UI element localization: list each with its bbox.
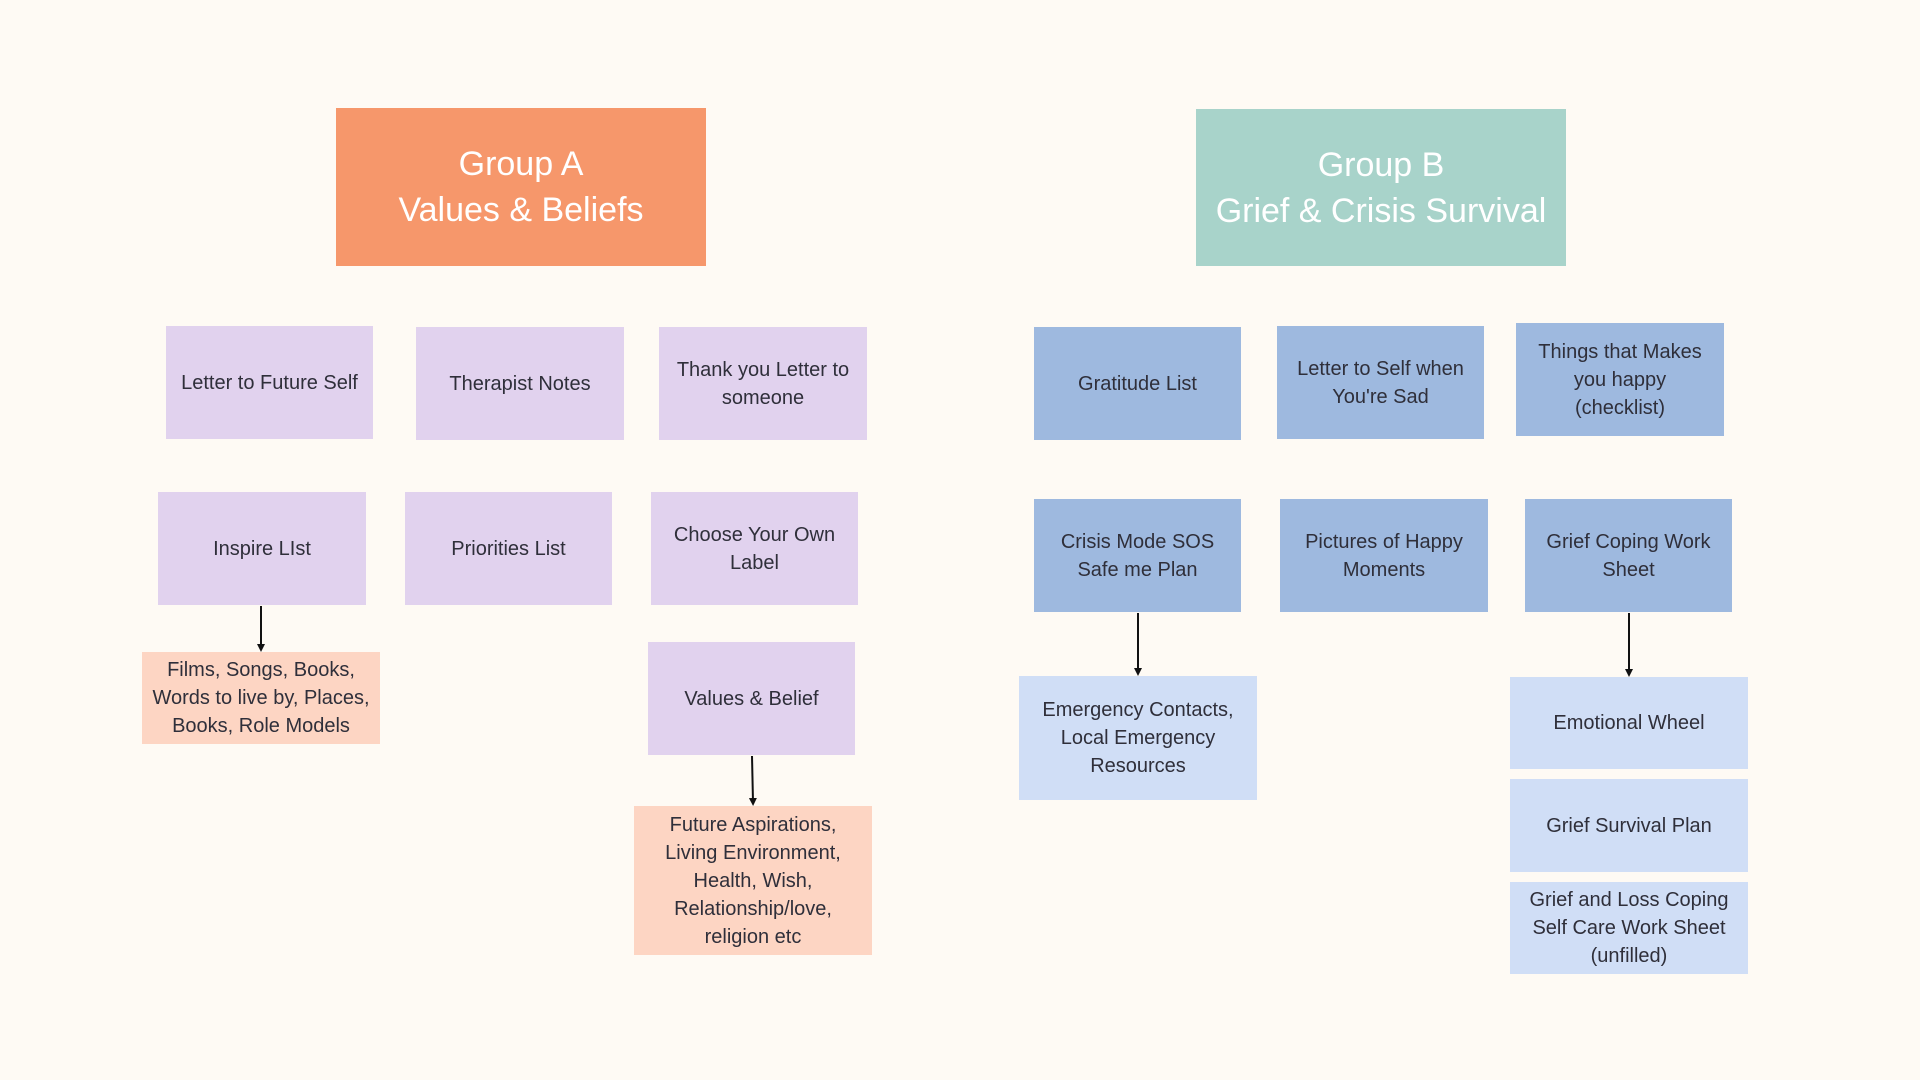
node-gratitude-list: Gratitude List — [1034, 327, 1241, 440]
node-thank-you-letter: Thank you Letter to someone — [659, 327, 867, 440]
node-label: Crisis Mode SOS — [1060, 530, 1215, 553]
node-label: Relationship/love, — [674, 897, 832, 920]
node-label: Priorities List — [451, 537, 566, 560]
group-a-header: Group A Values & Beliefs — [336, 108, 706, 266]
node-label: Emotional Wheel — [1553, 712, 1705, 734]
node-label: Values & Belief — [684, 687, 819, 710]
node-grief-coping-work-sheet: Grief Coping Work Sheet — [1525, 499, 1732, 612]
group-a-subtitle: Values & Beliefs — [398, 191, 644, 229]
node-label: Local Emergency — [1060, 727, 1216, 749]
node-label: Things that Makes — [1538, 340, 1702, 363]
arrow-values-to-details — [748, 755, 757, 806]
node-values-belief: Values & Belief — [648, 642, 855, 755]
node-grief-and-loss-coping: Grief and Loss Coping Self Care Work She… — [1510, 882, 1748, 974]
node-letter-to-future-self: Letter to Future Self — [166, 326, 373, 439]
node-label: Therapist Notes — [449, 372, 591, 395]
node-label: Label — [730, 551, 779, 574]
node-choose-your-own-label: Choose Your Own Label — [651, 492, 858, 605]
node-label: (unfilled) — [1590, 945, 1668, 967]
node-label: Inspire LIst — [213, 537, 311, 560]
node-label: Thank you Letter to — [676, 358, 850, 381]
node-label: Resources — [1090, 755, 1186, 777]
node-priorities-list: Priorities List — [405, 492, 612, 605]
node-label: Living Environment, — [665, 841, 841, 864]
node-label: (checklist) — [1574, 396, 1665, 419]
node-label: Moments — [1342, 558, 1426, 581]
node-values-details: Future Aspirations, Living Environment, … — [634, 806, 872, 955]
node-label: Safe me Plan — [1077, 558, 1198, 581]
node-label: Grief Coping Work — [1546, 530, 1711, 553]
node-label: someone — [721, 386, 805, 409]
node-therapist-notes: Therapist Notes — [416, 327, 624, 440]
node-label: You're Sad — [1332, 385, 1429, 408]
node-label: Grief and Loss Coping — [1529, 889, 1729, 911]
node-emergency-contacts: Emergency Contacts, Local Emergency Reso… — [1019, 676, 1257, 800]
node-crisis-mode-sos: Crisis Mode SOS Safe me Plan — [1034, 499, 1241, 612]
node-things-that-make-you-happy: Things that Makes you happy (checklist) — [1516, 323, 1724, 436]
node-label: you happy — [1573, 368, 1667, 391]
node-label: Pictures of Happy — [1305, 530, 1463, 553]
node-label: Letter to Self when — [1297, 357, 1464, 380]
node-label: Sheet — [1602, 558, 1655, 581]
group-b-header: Group B Grief & Crisis Survival — [1196, 109, 1566, 266]
node-label: Future Aspirations, — [669, 813, 837, 836]
node-label: Grief Survival Plan — [1546, 814, 1712, 837]
node-label: Emergency Contacts, — [1042, 699, 1234, 721]
node-label: Words to live by, Places, — [152, 687, 370, 709]
group-b-subtitle: Grief & Crisis Survival — [1215, 191, 1547, 230]
node-inspire-details: Films, Songs, Books, Words to live by, P… — [142, 652, 380, 744]
node-label: Self Care Work Sheet — [1532, 917, 1726, 939]
node-inspire-list: Inspire LIst — [158, 492, 366, 605]
node-label: Health, Wish, — [693, 869, 813, 892]
node-label: Gratitude List — [1078, 372, 1197, 395]
node-label: Choose Your Own — [673, 523, 836, 546]
group-b-title: Group B — [1317, 145, 1445, 184]
node-emotional-wheel: Emotional Wheel — [1510, 677, 1748, 769]
node-label: Films, Songs, Books, — [167, 659, 355, 681]
group-a-title: Group A — [458, 145, 584, 183]
node-pictures-of-happy-moments: Pictures of Happy Moments — [1280, 499, 1488, 612]
node-grief-survival-plan: Grief Survival Plan — [1510, 779, 1748, 872]
node-label: Letter to Future Self — [181, 371, 358, 394]
node-label: religion etc — [704, 925, 802, 948]
node-label: Books, Role Models — [172, 715, 350, 737]
node-letter-to-self-when-sad: Letter to Self when You're Sad — [1277, 326, 1484, 439]
